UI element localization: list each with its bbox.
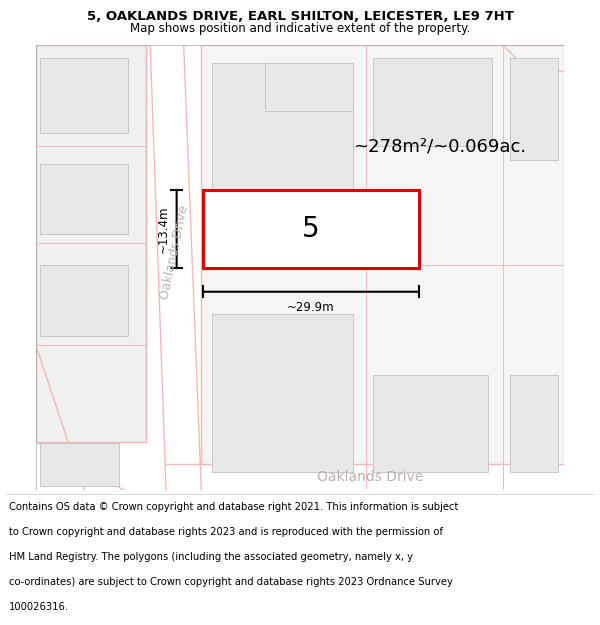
Bar [510,376,558,472]
Bar [40,58,128,133]
Bar [212,62,353,199]
Bar [202,45,565,490]
Text: Map shows position and indicative extent of the property.: Map shows position and indicative extent… [130,22,470,35]
Text: Contains OS data © Crown copyright and database right 2021. This information is : Contains OS data © Crown copyright and d… [9,502,458,512]
Bar [40,265,128,336]
Bar [40,443,119,486]
Text: HM Land Registry. The polygons (including the associated geometry, namely x, y: HM Land Registry. The polygons (includin… [9,552,413,562]
Bar [373,376,488,472]
Text: 5: 5 [302,215,320,243]
Bar [265,62,353,111]
Bar [510,58,558,159]
Text: ~278m²/~0.069ac.: ~278m²/~0.069ac. [353,138,526,156]
Bar [35,45,146,441]
Polygon shape [150,45,202,490]
Text: to Crown copyright and database rights 2023 and is reproduced with the permissio: to Crown copyright and database rights 2… [9,527,443,537]
Text: 5, OAKLANDS DRIVE, EARL SHILTON, LEICESTER, LE9 7HT: 5, OAKLANDS DRIVE, EARL SHILTON, LEICEST… [86,10,514,23]
Text: 100026316.: 100026316. [9,602,69,612]
Text: co-ordinates) are subject to Crown copyright and database rights 2023 Ordnance S: co-ordinates) are subject to Crown copyr… [9,577,453,587]
Text: ~29.9m: ~29.9m [287,301,335,314]
Text: Oaklands Drive: Oaklands Drive [317,470,424,484]
Bar [166,464,565,490]
Bar [40,164,128,234]
Text: Oaklands Drive: Oaklands Drive [158,204,191,301]
Text: ~13.4m: ~13.4m [157,206,170,253]
Bar [373,58,492,146]
Bar [212,314,353,472]
Bar [203,191,419,268]
